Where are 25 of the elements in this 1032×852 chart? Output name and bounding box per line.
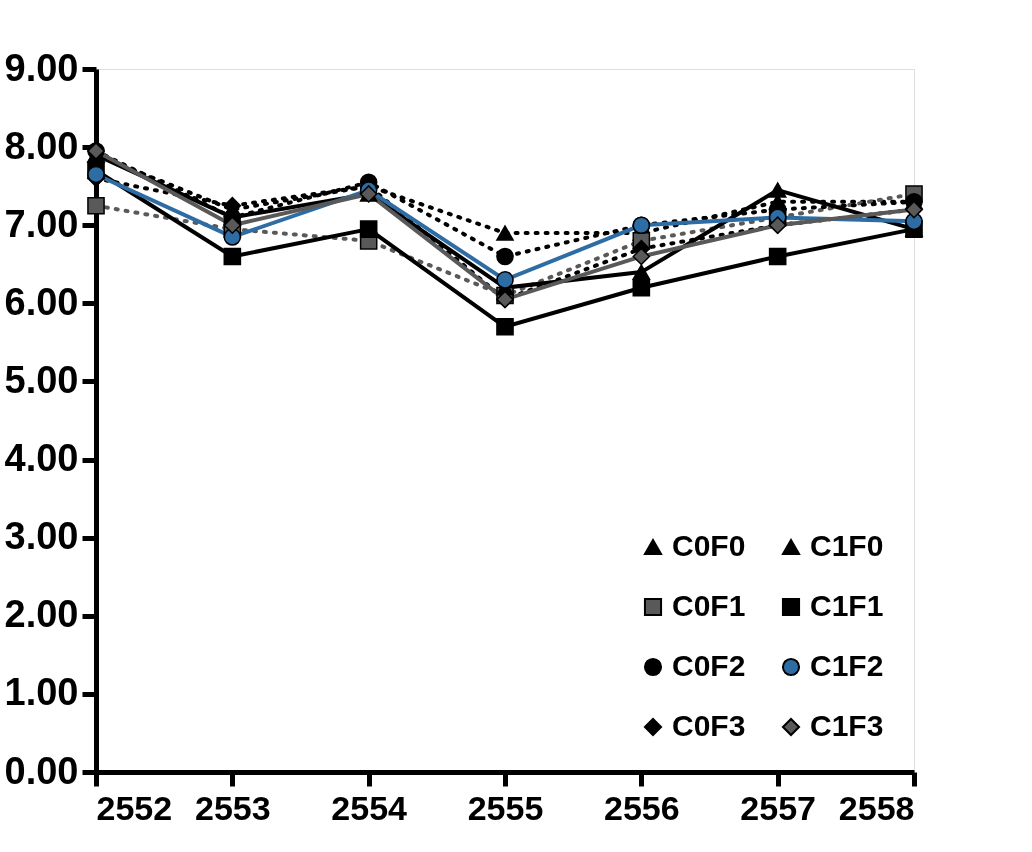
legend-label: C1F1: [810, 589, 884, 622]
y-tick-label: 0.00: [4, 749, 79, 792]
y-tick-label: 2.00: [4, 593, 79, 636]
x-tick-label: 2554: [331, 788, 408, 827]
legend-label: C0F0: [672, 529, 746, 562]
x-tick-label: 2557: [740, 788, 816, 827]
legend-label: C0F2: [672, 649, 746, 682]
y-tick-label: 4.00: [4, 437, 79, 480]
x-tick-label: 2555: [467, 788, 544, 827]
y-tick-label: 3.00: [4, 515, 79, 558]
legend-label: C0F3: [672, 709, 746, 742]
legend-label: C1F2: [810, 649, 884, 682]
x-tick-label: 2553: [195, 788, 271, 827]
x-tick-label: 2552: [96, 788, 173, 827]
legend-label: C1F3: [810, 709, 884, 742]
y-tick-label: 5.00: [4, 358, 79, 401]
y-tick-label: 1.00: [4, 671, 79, 714]
x-tick-label: 2556: [604, 788, 680, 827]
legend-label: C0F1: [672, 589, 746, 622]
x-tick-label: 2558: [838, 788, 915, 827]
y-tick-label: 9.00: [4, 46, 79, 89]
legend-label: C1F0: [810, 529, 884, 562]
y-tick-label: 8.00: [4, 124, 79, 167]
y-tick-label: 6.00: [4, 280, 79, 323]
y-tick-label: 7.00: [4, 202, 79, 245]
